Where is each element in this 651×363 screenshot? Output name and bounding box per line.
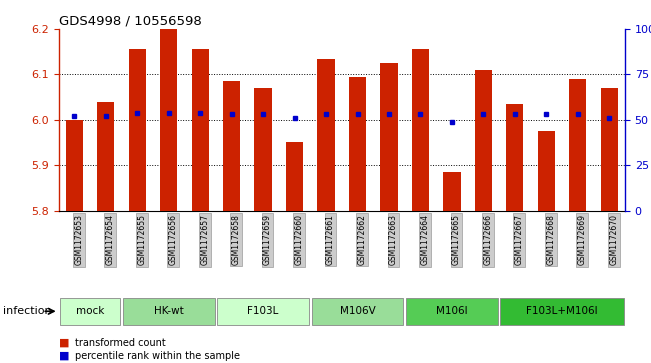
Bar [160, 29, 177, 211]
Bar [569, 79, 587, 211]
Text: ■: ■ [59, 338, 69, 348]
Text: GSM1172664: GSM1172664 [421, 214, 430, 265]
Text: infection: infection [3, 306, 52, 316]
Text: transformed count: transformed count [75, 338, 165, 348]
Bar [601, 88, 618, 211]
Bar [66, 120, 83, 211]
Text: GSM1172657: GSM1172657 [201, 214, 209, 265]
Bar [129, 49, 146, 211]
Text: M106I: M106I [436, 306, 467, 316]
Bar [286, 142, 303, 211]
Text: GSM1172663: GSM1172663 [389, 214, 398, 265]
Bar [191, 49, 209, 211]
Bar [443, 172, 460, 211]
Text: HK-wt: HK-wt [154, 306, 184, 316]
Bar [475, 70, 492, 211]
Bar [412, 49, 429, 211]
Text: F103L: F103L [247, 306, 279, 316]
Text: GSM1172666: GSM1172666 [483, 214, 492, 265]
Bar [97, 102, 115, 211]
Bar [223, 81, 240, 211]
Bar [318, 58, 335, 211]
Text: GSM1172655: GSM1172655 [137, 214, 146, 265]
Text: GSM1172661: GSM1172661 [326, 214, 335, 265]
Text: GSM1172658: GSM1172658 [232, 214, 241, 265]
Text: GSM1172670: GSM1172670 [609, 214, 618, 265]
Text: F103L+M106I: F103L+M106I [526, 306, 598, 316]
Text: mock: mock [76, 306, 104, 316]
Text: GSM1172653: GSM1172653 [74, 214, 83, 265]
Text: GSM1172667: GSM1172667 [515, 214, 524, 265]
Text: GSM1172662: GSM1172662 [357, 214, 367, 265]
Text: ■: ■ [59, 351, 69, 361]
Bar [255, 88, 271, 211]
Text: GSM1172669: GSM1172669 [577, 214, 587, 265]
Text: M106V: M106V [340, 306, 376, 316]
Text: GDS4998 / 10556598: GDS4998 / 10556598 [59, 15, 201, 28]
Text: GSM1172668: GSM1172668 [546, 214, 555, 265]
Bar [506, 104, 523, 211]
Text: GSM1172654: GSM1172654 [105, 214, 115, 265]
Text: percentile rank within the sample: percentile rank within the sample [75, 351, 240, 361]
Text: GSM1172659: GSM1172659 [263, 214, 272, 265]
Text: GSM1172665: GSM1172665 [452, 214, 461, 265]
Bar [349, 77, 366, 211]
Bar [538, 131, 555, 211]
Text: GSM1172656: GSM1172656 [169, 214, 178, 265]
Bar [380, 63, 398, 211]
Text: GSM1172660: GSM1172660 [294, 214, 303, 265]
